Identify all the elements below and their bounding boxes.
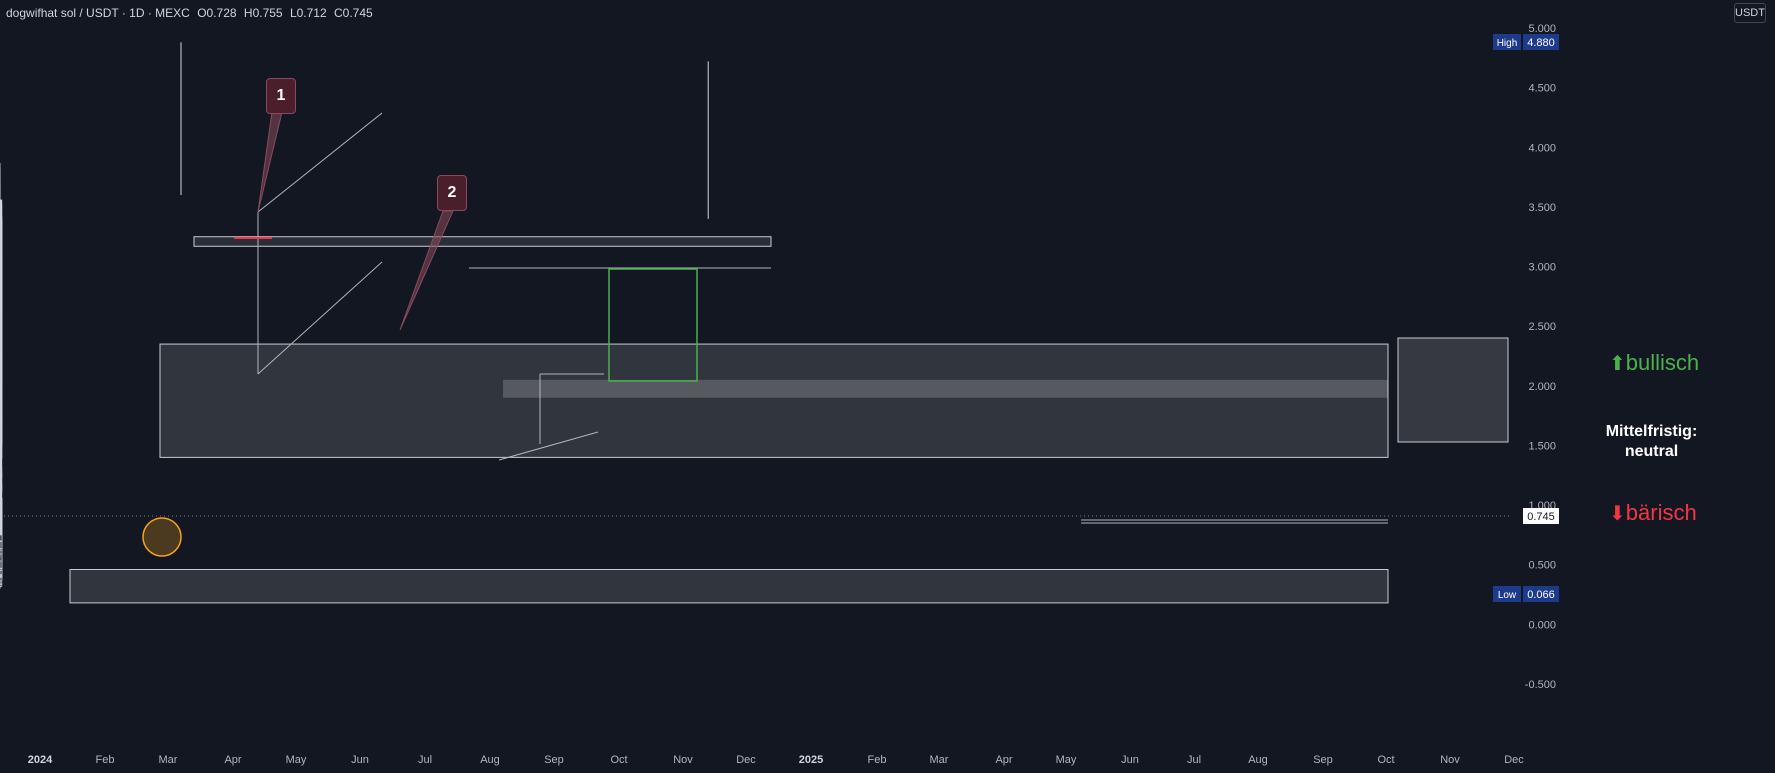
y-tick-label: -0.500 — [1525, 679, 1556, 691]
bearish-label: ⬇bärisch — [1609, 500, 1697, 526]
trend-channel-upper — [257, 112, 383, 213]
last-price-tag: 0.745 — [1523, 508, 1559, 524]
y-tick-label: 5.000 — [1528, 23, 1556, 35]
candles-layer — [0, 42, 709, 589]
y-tick-label: 0.000 — [1528, 619, 1556, 631]
x-tick-label: Dec — [736, 754, 756, 766]
x-tick-label: Jun — [1121, 754, 1139, 766]
low-price-tag: Low 0.066 — [1493, 586, 1559, 602]
midterm-line-1: Mittelfristig: — [1605, 422, 1698, 440]
chart-header: dogwifhat sol / USDT · 1D · MEXC O0.728 … — [6, 6, 373, 20]
zone-midterm — [159, 343, 1389, 458]
axis-layer: 5.000 4.500 4.000 3.500 3.000 2.500 2.000 1.500… — [28, 23, 1559, 766]
low-price-tag-label: Low — [1498, 590, 1517, 601]
last-price-tag-value-bg — [1523, 508, 1559, 524]
y-tick-label: 2.500 — [1528, 321, 1556, 333]
low-price-tag-label-bg — [1493, 586, 1521, 602]
zone-resistance-band — [193, 236, 772, 247]
y-tick-label: 4.500 — [1528, 83, 1556, 95]
high-price-tag: High 4.880 — [1493, 34, 1559, 50]
annotation-marker-2[interactable]: 2 — [437, 175, 467, 211]
y-tick-label: 4.000 — [1528, 142, 1556, 154]
annotation-marker-1[interactable]: 1 — [266, 78, 296, 114]
candle — [0, 525, 3, 550]
low-value: L0.712 — [289, 6, 327, 20]
bearish-text: bärisch — [1625, 500, 1697, 525]
x-tick-label: 2024 — [28, 754, 53, 766]
x-tick-label: Nov — [1440, 754, 1460, 766]
midterm-line-2: neutral — [1624, 442, 1679, 460]
high-price-tag-value-bg — [1523, 34, 1559, 50]
zones-layer — [69, 236, 1509, 604]
open-value: O0.728 — [197, 6, 237, 20]
drawings-layer — [0, 111, 1512, 557]
x-tick-label: Feb — [96, 754, 115, 766]
arrow-up-icon: ⬆ — [1609, 353, 1626, 375]
bullish-label: ⬆bullisch — [1609, 350, 1699, 376]
x-tick-label: Apr — [995, 754, 1012, 766]
low-price-tag-value-bg — [1523, 586, 1559, 602]
x-tick-label: May — [286, 754, 307, 766]
x-tick-label: Jul — [418, 754, 432, 766]
breakout-highlight-circle — [142, 517, 182, 557]
x-tick-label: 2025 — [799, 754, 823, 766]
y-tick-label: 0.500 — [1528, 560, 1556, 572]
x-tick-label: Dec — [1504, 754, 1524, 766]
symbol-title: dogwifhat sol / USDT · 1D · MEXC — [6, 6, 190, 20]
x-tick-label: Aug — [1248, 754, 1268, 766]
high-price-tag-label: High — [1497, 38, 1518, 49]
x-tick-label: Sep — [544, 754, 564, 766]
marker-2-pointer — [399, 210, 454, 331]
y-tick-label: 3.500 — [1528, 202, 1556, 214]
y-tick-label: 2.000 — [1528, 381, 1556, 393]
x-tick-label: Apr — [224, 754, 241, 766]
low-price-tag-value: 0.066 — [1527, 589, 1555, 601]
midterm-outlook-box: Mittelfristig: neutral — [1589, 382, 1714, 501]
x-tick-label: May — [1056, 754, 1077, 766]
green-accumulation-box — [608, 268, 698, 382]
x-tick-label: Jun — [351, 754, 369, 766]
y-tick-label: 1.500 — [1528, 440, 1556, 452]
bullish-text: bullisch — [1625, 350, 1700, 375]
x-tick-label: Mar — [159, 754, 178, 766]
y-tick-label: 3.000 — [1528, 262, 1556, 274]
high-price-tag-label-bg — [1493, 34, 1521, 50]
high-value: H0.755 — [243, 6, 283, 20]
x-tick-label: Oct — [610, 754, 627, 766]
currency-button[interactable]: USDT — [1734, 3, 1766, 23]
last-price-tag-value: 0.745 — [1527, 511, 1555, 523]
x-tick-label: Oct — [1377, 754, 1394, 766]
zone-inner-band — [503, 379, 1388, 398]
x-tick-label: Sep — [1313, 754, 1333, 766]
x-tick-label: Aug — [480, 754, 500, 766]
trend-channel-lower — [257, 261, 383, 375]
high-price-tag-value: 4.880 — [1527, 37, 1555, 49]
x-tick-label: Feb — [868, 754, 887, 766]
zone-outlook-panel — [1397, 337, 1509, 443]
range-bottom-trend — [498, 431, 599, 461]
arrow-down-icon: ⬇ — [1609, 503, 1626, 525]
marker-1-pointer — [257, 111, 283, 213]
zone-support-low — [69, 568, 1389, 604]
x-tick-label: Jul — [1187, 754, 1201, 766]
x-tick-label: Mar — [930, 754, 949, 766]
x-tick-label: Nov — [673, 754, 693, 766]
close-value: C0.745 — [334, 6, 373, 20]
